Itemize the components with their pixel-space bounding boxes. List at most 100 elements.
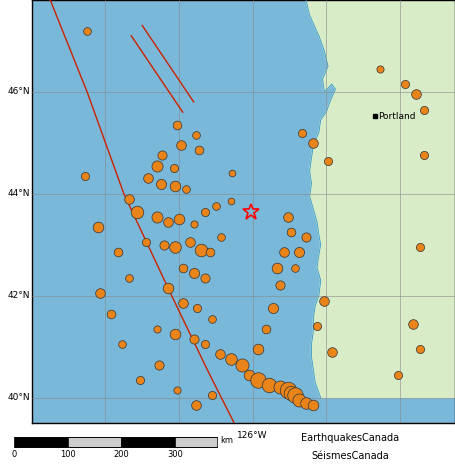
Point [291, 264, 298, 272]
Point [288, 228, 295, 236]
Text: 42°N: 42°N [8, 291, 30, 300]
Point [179, 299, 187, 307]
Point [190, 269, 197, 277]
Point [208, 392, 216, 399]
Point [227, 198, 234, 205]
Point [302, 399, 309, 406]
Point [126, 274, 133, 282]
Point [328, 348, 335, 356]
Point [137, 376, 144, 384]
Point [126, 195, 133, 203]
Point [161, 241, 168, 248]
Point [153, 213, 161, 220]
Point [313, 323, 321, 330]
Text: Portland: Portland [379, 112, 416, 121]
Point [310, 139, 317, 146]
Point [177, 141, 185, 149]
Point [207, 249, 214, 256]
Text: km: km [220, 436, 233, 445]
Point [187, 239, 194, 246]
Point [208, 315, 216, 322]
Point [324, 157, 332, 164]
Text: 300: 300 [167, 450, 183, 459]
Point [172, 330, 179, 338]
Text: 200: 200 [114, 450, 129, 459]
Point [192, 402, 199, 409]
Point [155, 361, 162, 368]
Point [192, 132, 199, 139]
Point [376, 65, 383, 73]
Text: 0: 0 [11, 450, 16, 459]
Point [107, 310, 115, 317]
Point [416, 244, 424, 251]
Point [280, 249, 288, 256]
Point [212, 203, 219, 210]
Point [196, 146, 203, 154]
Point [81, 172, 89, 179]
Point [409, 320, 416, 327]
Point [420, 152, 427, 159]
Point [227, 356, 234, 363]
Point [295, 397, 302, 404]
Bar [121, 437, 175, 447]
Point [284, 386, 291, 394]
Point [194, 305, 201, 312]
Bar [67, 437, 121, 447]
Point [295, 249, 302, 256]
Point [170, 165, 177, 172]
Text: 44°N: 44°N [8, 189, 30, 198]
Point [201, 208, 208, 215]
Point [277, 384, 284, 391]
Point [291, 392, 298, 399]
Point [229, 170, 236, 177]
Point [153, 162, 161, 169]
Point [118, 340, 126, 348]
Point [83, 27, 91, 34]
Text: 100: 100 [60, 450, 76, 459]
Point [164, 218, 172, 226]
Point [115, 249, 122, 256]
Point [284, 213, 291, 220]
Point [157, 180, 164, 187]
Point [238, 361, 245, 368]
Point [159, 152, 166, 159]
Point [420, 106, 427, 113]
Point [201, 274, 208, 282]
Point [416, 345, 424, 353]
Point [96, 289, 104, 297]
Point [254, 345, 262, 353]
Point [413, 91, 420, 98]
Point [183, 185, 190, 193]
Point [269, 305, 277, 312]
Point [142, 239, 150, 246]
Bar [14, 437, 67, 447]
Point [273, 264, 280, 272]
Point [288, 389, 295, 396]
Point [175, 215, 182, 223]
Text: 126°W: 126°W [238, 431, 268, 440]
Point [190, 220, 197, 228]
Point [173, 386, 181, 394]
Point [197, 246, 205, 253]
Point [153, 325, 161, 332]
Point [402, 80, 409, 88]
Point [172, 182, 179, 190]
Polygon shape [306, 0, 455, 398]
Point [302, 233, 309, 241]
Point [266, 381, 273, 389]
Point [190, 335, 197, 343]
Point [95, 223, 102, 231]
Point [217, 233, 225, 241]
Text: 40°N: 40°N [7, 393, 30, 402]
Point [173, 121, 181, 129]
Point [262, 325, 269, 332]
Point [254, 376, 262, 384]
Point [277, 282, 284, 289]
Point [310, 402, 317, 409]
Point [321, 297, 328, 305]
Point [164, 284, 172, 292]
Point [133, 208, 140, 215]
Text: 46°N: 46°N [7, 87, 30, 96]
Point [394, 371, 402, 379]
Point [172, 244, 179, 251]
